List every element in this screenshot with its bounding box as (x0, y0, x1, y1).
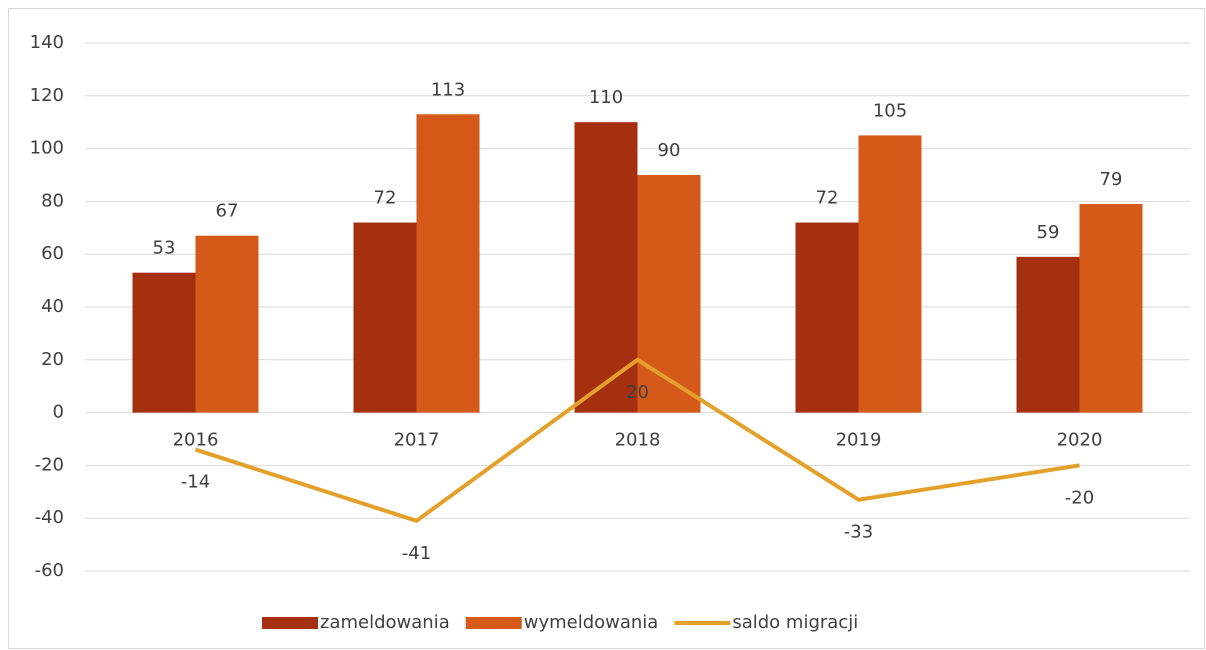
x-tick-label: 2018 (615, 430, 661, 451)
x-tick-label: 2017 (394, 430, 440, 451)
bar (132, 272, 196, 413)
x-tick-label: 2019 (836, 430, 882, 451)
x-tick-label: 2020 (1057, 430, 1103, 451)
y-tick-label: 20 (41, 349, 64, 370)
data-label: 59 (1037, 222, 1060, 243)
y-tick-label: 100 (30, 138, 64, 159)
x-tick-label: 2016 (173, 430, 219, 451)
y-tick-label: 40 (41, 296, 64, 317)
y-tick-label: 80 (41, 190, 64, 211)
bar (1079, 204, 1143, 413)
data-label: 105 (873, 100, 907, 121)
data-label: 110 (589, 87, 623, 108)
legend-label: saldo migracji (732, 612, 858, 633)
data-label: -14 (181, 472, 210, 493)
legend-label: wymeldowania (524, 612, 659, 633)
y-tick-label: 0 (53, 402, 64, 423)
bar (574, 122, 638, 413)
data-label: 72 (374, 188, 397, 209)
y-tick-label: -20 (35, 454, 64, 475)
bar (858, 135, 922, 413)
data-label: 79 (1100, 169, 1123, 190)
y-tick-label: -40 (35, 507, 64, 528)
legend-swatch (262, 617, 318, 629)
legend-swatch (465, 617, 522, 629)
bar (416, 114, 480, 413)
legend-label: zameldowania (320, 612, 450, 633)
bar (637, 175, 701, 413)
data-label: 72 (816, 188, 839, 209)
y-tick-label: 60 (41, 243, 64, 264)
bar (1016, 256, 1080, 413)
data-label: 67 (216, 201, 239, 222)
y-tick-label: 120 (30, 85, 64, 106)
bar (795, 222, 859, 413)
line (194, 357, 1080, 523)
bar (353, 222, 417, 413)
data-label: -20 (1065, 487, 1094, 508)
data-label: 53 (153, 238, 176, 259)
data-label: 113 (431, 79, 465, 100)
data-label: 90 (658, 140, 681, 161)
data-label: -41 (402, 543, 431, 564)
chart-frame (8, 8, 1205, 649)
data-label: 20 (626, 382, 649, 403)
bar (195, 235, 259, 413)
data-label: -33 (844, 522, 873, 543)
y-tick-label: -60 (35, 560, 64, 581)
y-tick-label: 140 (30, 32, 64, 53)
